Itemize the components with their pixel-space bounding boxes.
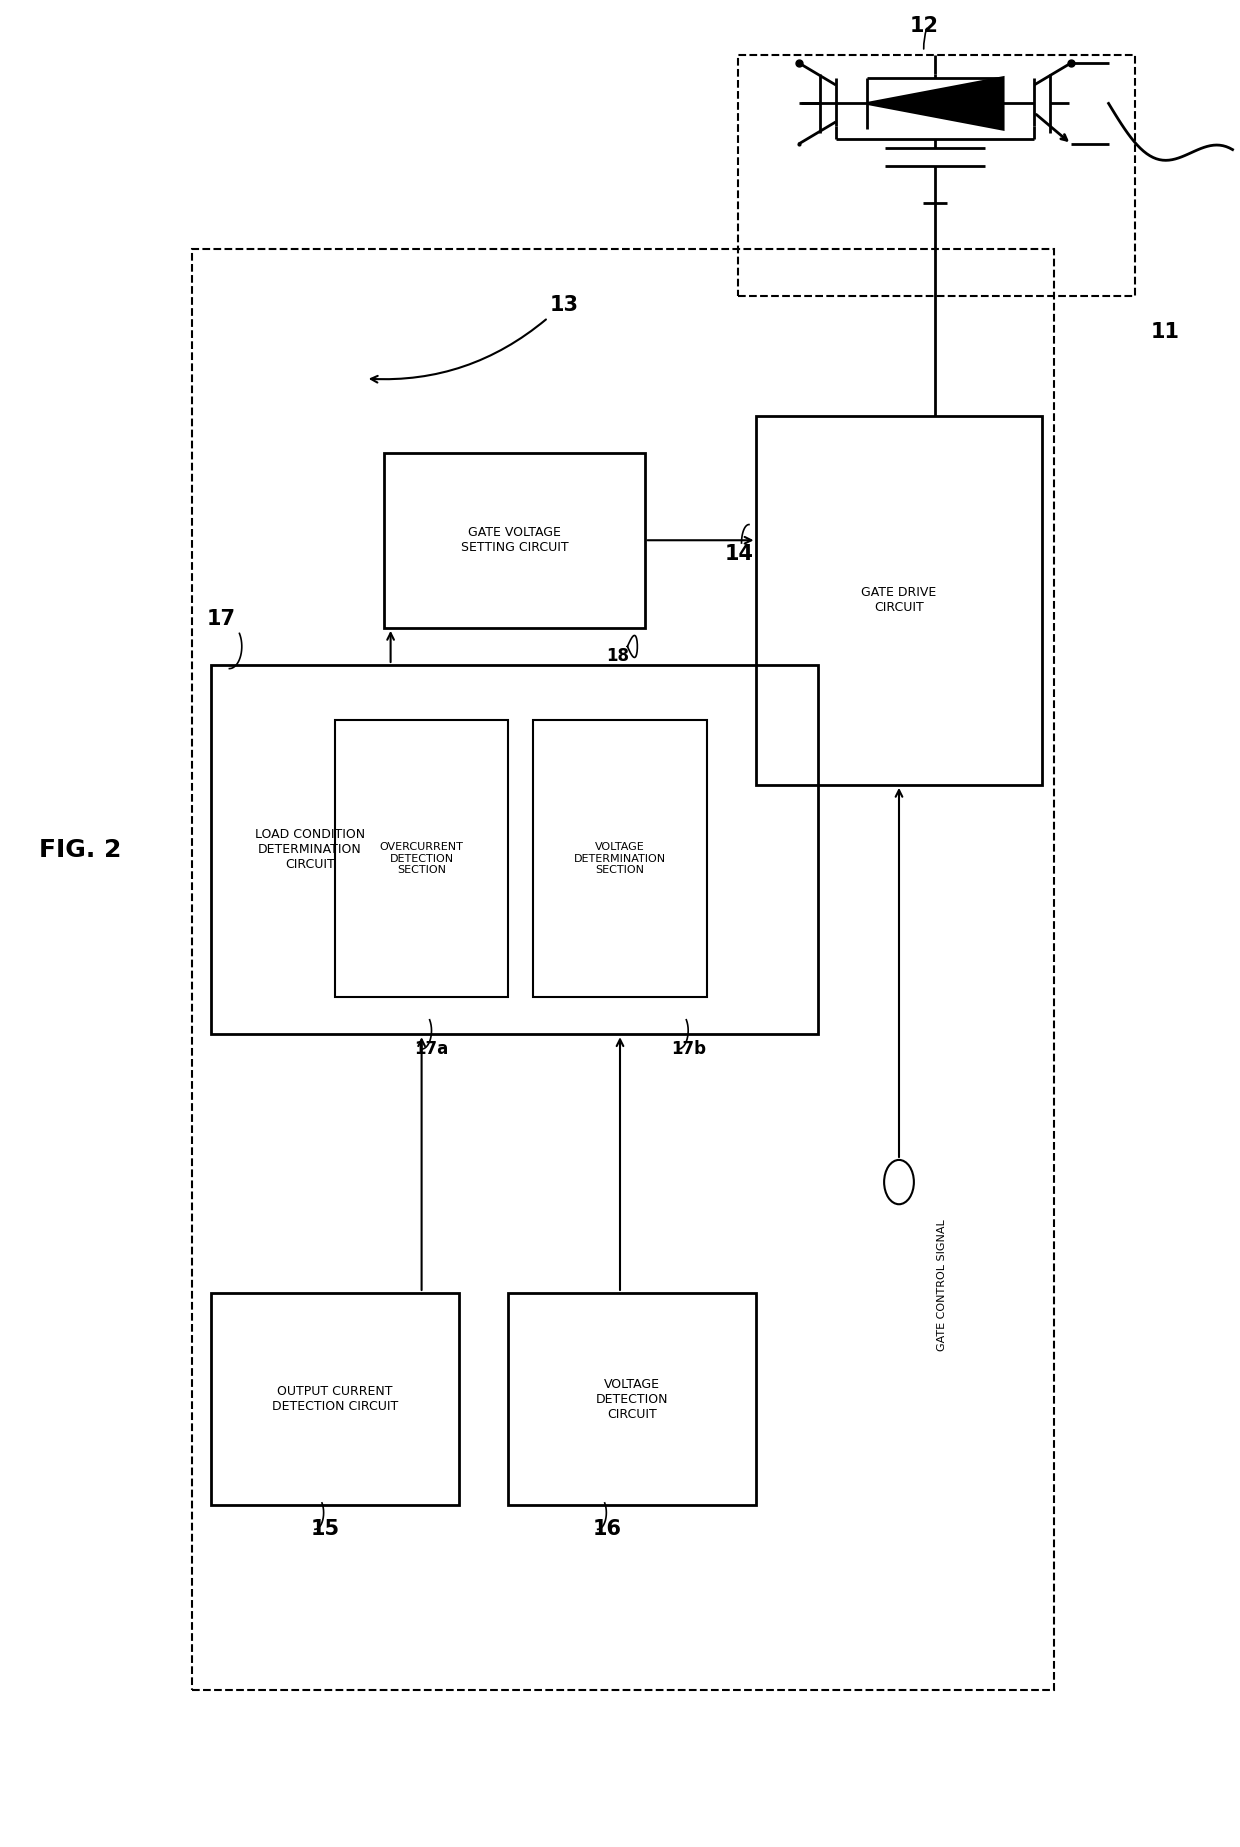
Bar xyxy=(211,1293,459,1505)
Text: GATE DRIVE
CIRCUIT: GATE DRIVE CIRCUIT xyxy=(862,585,936,615)
Text: 14: 14 xyxy=(724,545,754,563)
Text: 12: 12 xyxy=(909,17,939,35)
Text: 17: 17 xyxy=(206,610,236,628)
Text: VOLTAGE
DETECTION
CIRCUIT: VOLTAGE DETECTION CIRCUIT xyxy=(596,1378,668,1420)
Text: 18: 18 xyxy=(606,646,629,665)
Text: 16: 16 xyxy=(593,1520,622,1539)
Text: OVERCURRENT
DETECTION
SECTION: OVERCURRENT DETECTION SECTION xyxy=(379,842,464,875)
Text: GATE CONTROL SIGNAL: GATE CONTROL SIGNAL xyxy=(937,1219,947,1350)
Text: VOLTAGE
DETERMINATION
SECTION: VOLTAGE DETERMINATION SECTION xyxy=(574,842,666,875)
Text: OUTPUT CURRENT
DETECTION CIRCUIT: OUTPUT CURRENT DETECTION CIRCUIT xyxy=(272,1385,398,1413)
Bar xyxy=(533,720,707,997)
Bar xyxy=(738,55,1135,296)
Bar xyxy=(192,249,1054,1690)
Bar xyxy=(756,416,1042,785)
Text: LOAD CONDITION
DETERMINATION
CIRCUIT: LOAD CONDITION DETERMINATION CIRCUIT xyxy=(255,827,365,872)
Bar xyxy=(335,720,508,997)
Text: 15: 15 xyxy=(310,1520,340,1539)
Text: FIG. 2: FIG. 2 xyxy=(40,839,122,861)
Text: 17b: 17b xyxy=(671,1040,706,1058)
Bar xyxy=(508,1293,756,1505)
Text: GATE VOLTAGE
SETTING CIRCUIT: GATE VOLTAGE SETTING CIRCUIT xyxy=(461,526,568,554)
Text: 11: 11 xyxy=(1151,323,1180,342)
Text: 17a: 17a xyxy=(414,1040,449,1058)
Text: 13: 13 xyxy=(549,296,579,314)
Bar xyxy=(211,665,818,1034)
Bar xyxy=(384,453,645,628)
Polygon shape xyxy=(867,78,1003,129)
